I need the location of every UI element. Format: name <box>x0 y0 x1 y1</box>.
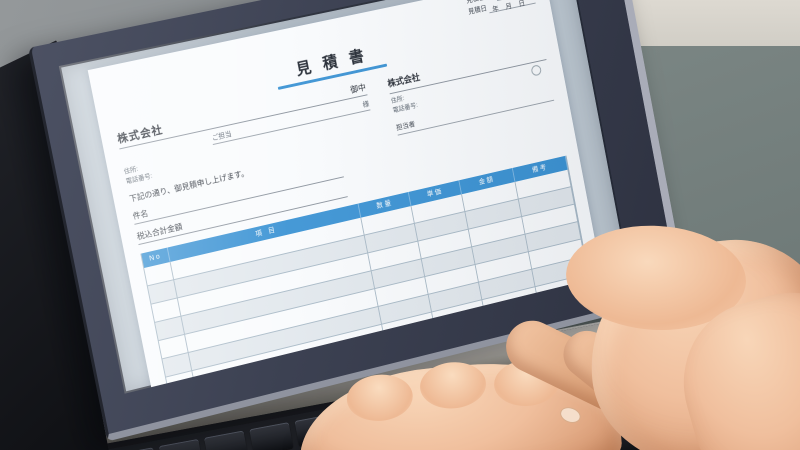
issuer-person-label: 担当者 <box>395 120 416 132</box>
client-contact-label: ご担当 <box>211 131 233 143</box>
quote-date-label: 見積日 <box>467 4 488 16</box>
table-cell-empty <box>169 388 200 394</box>
subject-label: 件名 <box>131 208 149 221</box>
keyboard-key <box>249 422 294 450</box>
fingernail <box>558 404 583 426</box>
table-cell-empty <box>435 317 489 347</box>
total-label: 税込合計金額 <box>136 221 184 241</box>
keyboard-key <box>158 438 203 450</box>
client-honorific: 御中 <box>349 82 367 95</box>
client-contact-honorific: 様 <box>362 100 370 109</box>
table-cell-empty <box>385 329 440 359</box>
keyboard-key <box>204 430 249 450</box>
issuer-company-label: 株式会社 <box>386 72 421 89</box>
client-company-label: 株式会社 <box>116 124 165 146</box>
